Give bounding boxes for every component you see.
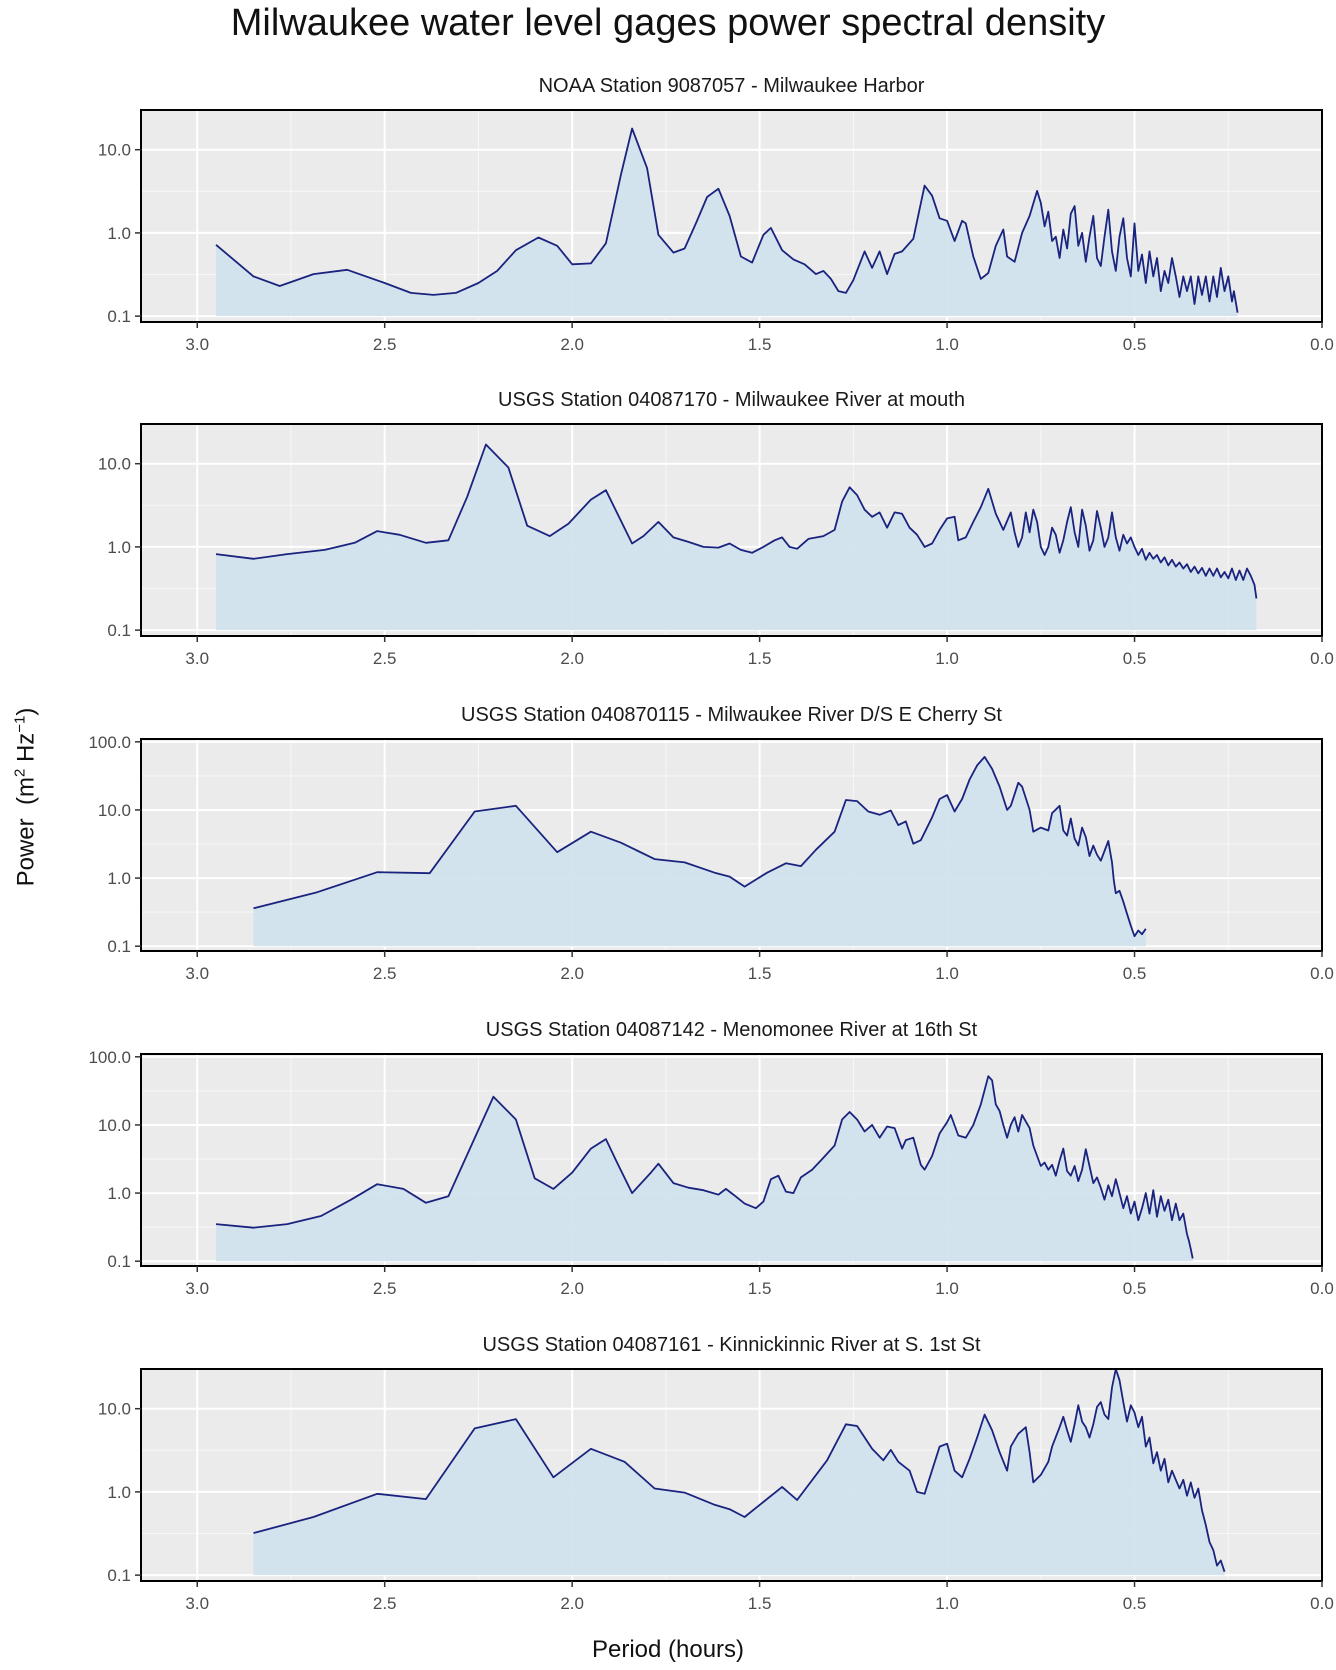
psd-line — [215, 127, 1239, 313]
x-tick-label: 1.0 — [935, 964, 959, 983]
panel-frame — [140, 1368, 1323, 1582]
panel-title: USGS Station 04087142 - Menomonee River … — [486, 1019, 978, 1041]
y-tick-label: 10.0 — [98, 455, 131, 474]
panel-5: 0.1 1.0 10.0 3.0 2.5 2.0 1.5 1.0 0.5 0.0 USGS Stat… — [98, 1334, 1334, 1613]
x-tick-label: 2.5 — [373, 335, 397, 354]
x-tick-label: 0.0 — [1310, 335, 1334, 354]
psd-area — [253, 756, 1146, 947]
psd-line — [253, 1368, 1226, 1572]
panel-3: 0.1 1.0 10.0 100.0 3.0 2.5 2.0 1.5 1.0 0.5 0.0 USGS… — [88, 704, 1333, 983]
x-tick-label: 1.5 — [748, 1594, 772, 1613]
x-tick-label: 0.5 — [1123, 335, 1147, 354]
y-tick-label: 100.0 — [88, 1048, 131, 1067]
panel-4: 0.1 1.0 10.0 100.0 3.0 2.5 2.0 1.5 1.0 0.5 0.0 USGS… — [88, 1019, 1333, 1298]
x-tick-label: 2.5 — [373, 964, 397, 983]
x-tick-label: 2.0 — [560, 1594, 584, 1613]
x-tick-label: 1.0 — [935, 1594, 959, 1613]
y-tick-label: 1.0 — [107, 869, 131, 888]
y-tick-label: 10.0 — [98, 1116, 131, 1135]
x-tick-label: 0.0 — [1310, 649, 1334, 668]
panel-frame — [140, 423, 1323, 637]
x-tick-label: 2.5 — [373, 649, 397, 668]
y-tick-label: 10.0 — [98, 141, 131, 160]
y-tick-label: 0.1 — [107, 1566, 131, 1585]
y-tick-label: 100.0 — [88, 733, 131, 752]
psd-area — [253, 1369, 1225, 1576]
panel-frame — [140, 738, 1323, 952]
chart-title: Milwaukee water level gages power spectr… — [230, 2, 1106, 44]
y-tick-label: 1.0 — [107, 1483, 131, 1502]
y-tick-label: 1.0 — [107, 538, 131, 557]
x-tick-label: 3.0 — [185, 335, 209, 354]
panel-title: NOAA Station 9087057 - Milwaukee Harbor — [539, 75, 925, 97]
x-axis-label: Period (hours) — [591, 1636, 745, 1663]
psd-line — [253, 756, 1147, 938]
y-tick-label: 0.1 — [107, 1252, 131, 1271]
y-tick-label: 0.1 — [107, 937, 131, 956]
x-tick-label: 1.5 — [748, 335, 772, 354]
x-tick-label: 0.5 — [1123, 964, 1147, 983]
y-tick-label: 1.0 — [107, 224, 131, 243]
x-tick-label: 0.0 — [1310, 1594, 1334, 1613]
x-tick-label: 3.0 — [185, 1279, 209, 1298]
x-tick-label: 0.5 — [1123, 1279, 1147, 1298]
x-tick-label: 2.5 — [373, 1279, 397, 1298]
panel-frame — [140, 109, 1323, 323]
y-tick-label: 10.0 — [98, 1400, 131, 1419]
x-tick-label: 2.5 — [373, 1594, 397, 1613]
y-tick-label: 10.0 — [98, 801, 131, 820]
x-tick-label: 1.0 — [935, 649, 959, 668]
x-tick-label: 2.0 — [560, 649, 584, 668]
x-tick-label: 1.0 — [935, 335, 959, 354]
x-tick-label: 0.5 — [1123, 649, 1147, 668]
y-tick-label: 0.1 — [107, 307, 131, 326]
y-tick-label: 0.1 — [107, 621, 131, 640]
psd-area — [216, 128, 1238, 317]
psd-line — [215, 1075, 1194, 1259]
panel-title: USGS Station 04087161 - Kinnickinnic Riv… — [482, 1334, 980, 1356]
panel-title: USGS Station 040870115 - Milwaukee River… — [461, 704, 1002, 726]
x-tick-label: 2.0 — [560, 964, 584, 983]
x-tick-label: 3.0 — [185, 649, 209, 668]
y-tick-label: 1.0 — [107, 1184, 131, 1203]
psd-area — [216, 444, 1257, 631]
x-tick-label: 1.0 — [935, 1279, 959, 1298]
panel-title: USGS Station 04087170 - Milwaukee River … — [498, 389, 965, 411]
psd-line — [215, 443, 1258, 599]
psd-area — [216, 1076, 1193, 1262]
x-tick-label: 1.5 — [748, 649, 772, 668]
panel-frame — [140, 1053, 1323, 1267]
x-tick-label: 3.0 — [185, 964, 209, 983]
panel-2: 0.1 1.0 10.0 3.0 2.5 2.0 1.5 1.0 0.5 0.0 USGS Stat… — [98, 389, 1334, 668]
x-tick-label: 1.5 — [748, 964, 772, 983]
x-tick-label: 2.0 — [560, 335, 584, 354]
x-tick-label: 3.0 — [185, 1594, 209, 1613]
panel-1: 0.1 1.0 10.0 3.0 2.5 2.0 1.5 1.0 0.5 0.0 NOAA Stat… — [98, 75, 1334, 354]
x-tick-label: 0.5 — [1123, 1594, 1147, 1613]
x-tick-label: 0.0 — [1310, 1279, 1334, 1298]
x-tick-label: 2.0 — [560, 1279, 584, 1298]
x-tick-label: 0.0 — [1310, 964, 1334, 983]
x-tick-label: 1.5 — [748, 1279, 772, 1298]
